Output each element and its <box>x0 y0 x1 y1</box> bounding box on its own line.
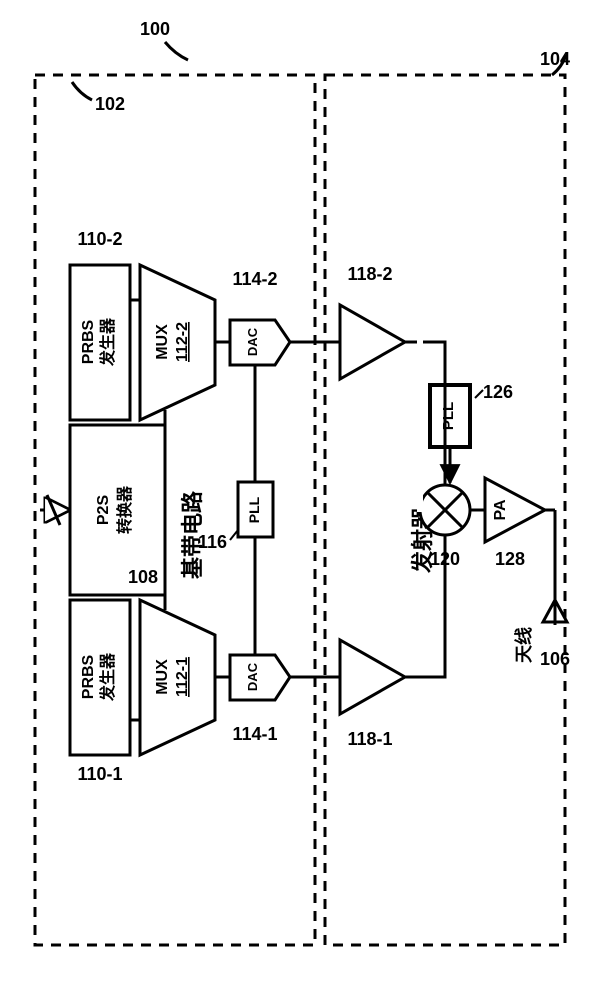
baseband-pll-label: PLL <box>246 496 262 523</box>
tx-pll-block: PLL 126 <box>430 382 513 447</box>
mux-top-ref: 112-1 <box>174 657 191 697</box>
amp-top-ref: 118-1 <box>347 729 392 749</box>
p2s-block: P2S 转换器 108 <box>40 425 165 595</box>
tx-pll-label: PLL <box>440 402 457 430</box>
pa-ref: 128 <box>495 549 525 569</box>
dac-top-ref: 114-1 <box>232 724 277 744</box>
baseband-ref: 102 <box>95 94 125 114</box>
antenna: 天线 106 <box>513 510 570 669</box>
pa-block: PA 128 <box>485 478 545 569</box>
mux-top-block: MUX 112-1 <box>140 600 215 755</box>
amp-bot: 118-2 <box>340 264 405 379</box>
amp-bot-ref: 118-2 <box>347 264 392 284</box>
antenna-label: 天线 <box>513 627 534 663</box>
p2s-l2: 转换器 <box>115 485 134 534</box>
p2s-l1: P2S <box>95 495 112 526</box>
prbs-bot-l1: PRBS <box>80 319 97 364</box>
dac-bot-ref: 114-2 <box>232 269 277 289</box>
prbs-bot-ref: 110-2 <box>77 229 122 249</box>
top-ref: 100 <box>140 19 188 60</box>
amp-top: 118-1 <box>340 640 405 749</box>
mux-bot-label: MUX <box>154 324 171 360</box>
mux-bot-block: MUX 112-2 <box>140 265 215 420</box>
prbs-bot-l2: 发生器 <box>98 317 117 367</box>
mux-bot-ref: 112-2 <box>174 322 191 362</box>
mux-top-label: MUX <box>154 659 171 695</box>
antenna-ref: 106 <box>540 649 570 669</box>
prbs-bot-block: PRBS 发生器 110-2 <box>70 229 130 420</box>
dac-top-label: DAC <box>245 662 260 691</box>
p2s-ref: 108 <box>128 567 158 587</box>
dac-bot-label: DAC <box>245 327 260 356</box>
prbs-top-l2: 发生器 <box>98 652 117 702</box>
dac-bot-block: DAC 114-2 <box>230 269 290 365</box>
prbs-top-l1: PRBS <box>80 654 97 699</box>
top-ref-label: 100 <box>140 19 170 39</box>
pa-label: PA <box>492 499 509 520</box>
prbs-top-ref: 110-1 <box>77 764 122 784</box>
tx-pll-ref: 126 <box>483 382 513 402</box>
baseband-pll-block: PLL 116 <box>198 482 273 552</box>
prbs-top-block: PRBS 发生器 110-1 <box>70 600 130 784</box>
baseband-pll-ref: 116 <box>198 532 227 552</box>
dac-top-block: DAC 114-1 <box>230 655 290 744</box>
